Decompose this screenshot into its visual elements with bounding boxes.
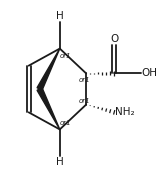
Polygon shape <box>37 88 60 129</box>
Text: or1: or1 <box>78 77 90 83</box>
Text: H: H <box>56 11 64 21</box>
Polygon shape <box>37 49 60 90</box>
Text: or1: or1 <box>78 98 90 104</box>
Text: OH: OH <box>141 69 157 78</box>
Text: O: O <box>110 34 118 44</box>
Text: H: H <box>56 157 64 167</box>
Text: or1: or1 <box>60 120 71 126</box>
Text: or1: or1 <box>60 53 71 59</box>
Text: NH₂: NH₂ <box>115 107 135 117</box>
